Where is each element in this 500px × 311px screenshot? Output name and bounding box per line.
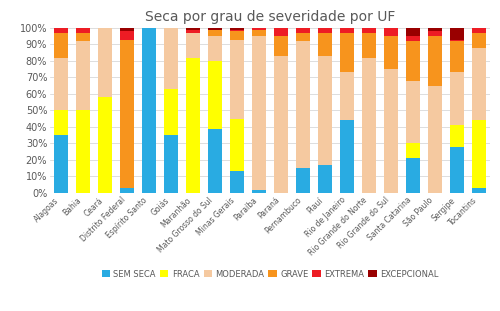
Bar bbox=[340, 72, 354, 120]
Bar bbox=[406, 41, 420, 81]
Bar bbox=[406, 36, 420, 41]
Bar bbox=[384, 28, 398, 36]
Bar bbox=[186, 30, 200, 33]
Bar bbox=[318, 28, 332, 33]
Bar bbox=[296, 168, 310, 193]
Bar bbox=[208, 28, 222, 30]
Bar bbox=[296, 28, 310, 33]
Bar bbox=[472, 33, 486, 48]
Bar bbox=[76, 33, 90, 41]
Bar bbox=[76, 110, 90, 193]
Bar bbox=[76, 28, 90, 33]
Bar bbox=[428, 36, 442, 86]
Bar bbox=[186, 58, 200, 193]
Bar bbox=[230, 119, 244, 171]
Bar bbox=[208, 30, 222, 36]
Bar bbox=[252, 30, 266, 36]
Bar bbox=[54, 110, 68, 135]
Bar bbox=[340, 120, 354, 193]
Bar bbox=[142, 28, 156, 193]
Bar bbox=[362, 28, 376, 33]
Bar bbox=[450, 39, 464, 41]
Bar bbox=[472, 28, 486, 33]
Bar bbox=[274, 28, 288, 36]
Bar bbox=[230, 39, 244, 119]
Bar bbox=[252, 28, 266, 30]
Bar bbox=[230, 31, 244, 39]
Bar bbox=[274, 56, 288, 193]
Title: Seca por grau de severidade por UF: Seca por grau de severidade por UF bbox=[145, 10, 395, 24]
Bar bbox=[472, 48, 486, 120]
Bar bbox=[384, 69, 398, 193]
Bar bbox=[472, 120, 486, 188]
Bar bbox=[208, 36, 222, 61]
Bar bbox=[120, 31, 134, 39]
Bar bbox=[472, 188, 486, 193]
Bar bbox=[208, 128, 222, 193]
Bar bbox=[120, 188, 134, 193]
Bar bbox=[120, 39, 134, 188]
Bar bbox=[164, 89, 178, 135]
Bar bbox=[76, 41, 90, 110]
Bar bbox=[98, 97, 112, 193]
Bar bbox=[318, 165, 332, 193]
Bar bbox=[164, 135, 178, 193]
Bar bbox=[406, 158, 420, 193]
Bar bbox=[54, 33, 68, 58]
Bar bbox=[406, 81, 420, 143]
Bar bbox=[230, 30, 244, 31]
Bar bbox=[428, 31, 442, 36]
Bar bbox=[274, 36, 288, 56]
Bar bbox=[450, 41, 464, 72]
Bar bbox=[406, 143, 420, 158]
Bar bbox=[450, 72, 464, 125]
Bar bbox=[230, 28, 244, 30]
Bar bbox=[54, 58, 68, 110]
Bar bbox=[384, 36, 398, 69]
Bar bbox=[186, 33, 200, 58]
Bar bbox=[54, 28, 68, 33]
Bar bbox=[450, 125, 464, 147]
Legend: SEM SECA, FRACA, MODERADA, GRAVE, EXTREMA, EXCEPCIONAL: SEM SECA, FRACA, MODERADA, GRAVE, EXTREM… bbox=[98, 266, 442, 282]
Bar bbox=[428, 86, 442, 193]
Bar bbox=[428, 28, 442, 31]
Bar bbox=[98, 28, 112, 97]
Bar bbox=[164, 28, 178, 89]
Bar bbox=[230, 171, 244, 193]
Bar bbox=[318, 33, 332, 56]
Bar bbox=[252, 189, 266, 193]
Bar bbox=[340, 33, 354, 72]
Bar bbox=[362, 58, 376, 193]
Bar bbox=[450, 147, 464, 193]
Bar bbox=[406, 28, 420, 36]
Bar bbox=[252, 36, 266, 189]
Bar bbox=[120, 28, 134, 31]
Bar bbox=[208, 61, 222, 128]
Bar bbox=[296, 33, 310, 41]
Bar bbox=[186, 28, 200, 30]
Bar bbox=[296, 41, 310, 168]
Bar bbox=[450, 28, 464, 39]
Bar bbox=[362, 33, 376, 58]
Bar bbox=[318, 56, 332, 165]
Bar bbox=[340, 28, 354, 33]
Bar bbox=[54, 135, 68, 193]
